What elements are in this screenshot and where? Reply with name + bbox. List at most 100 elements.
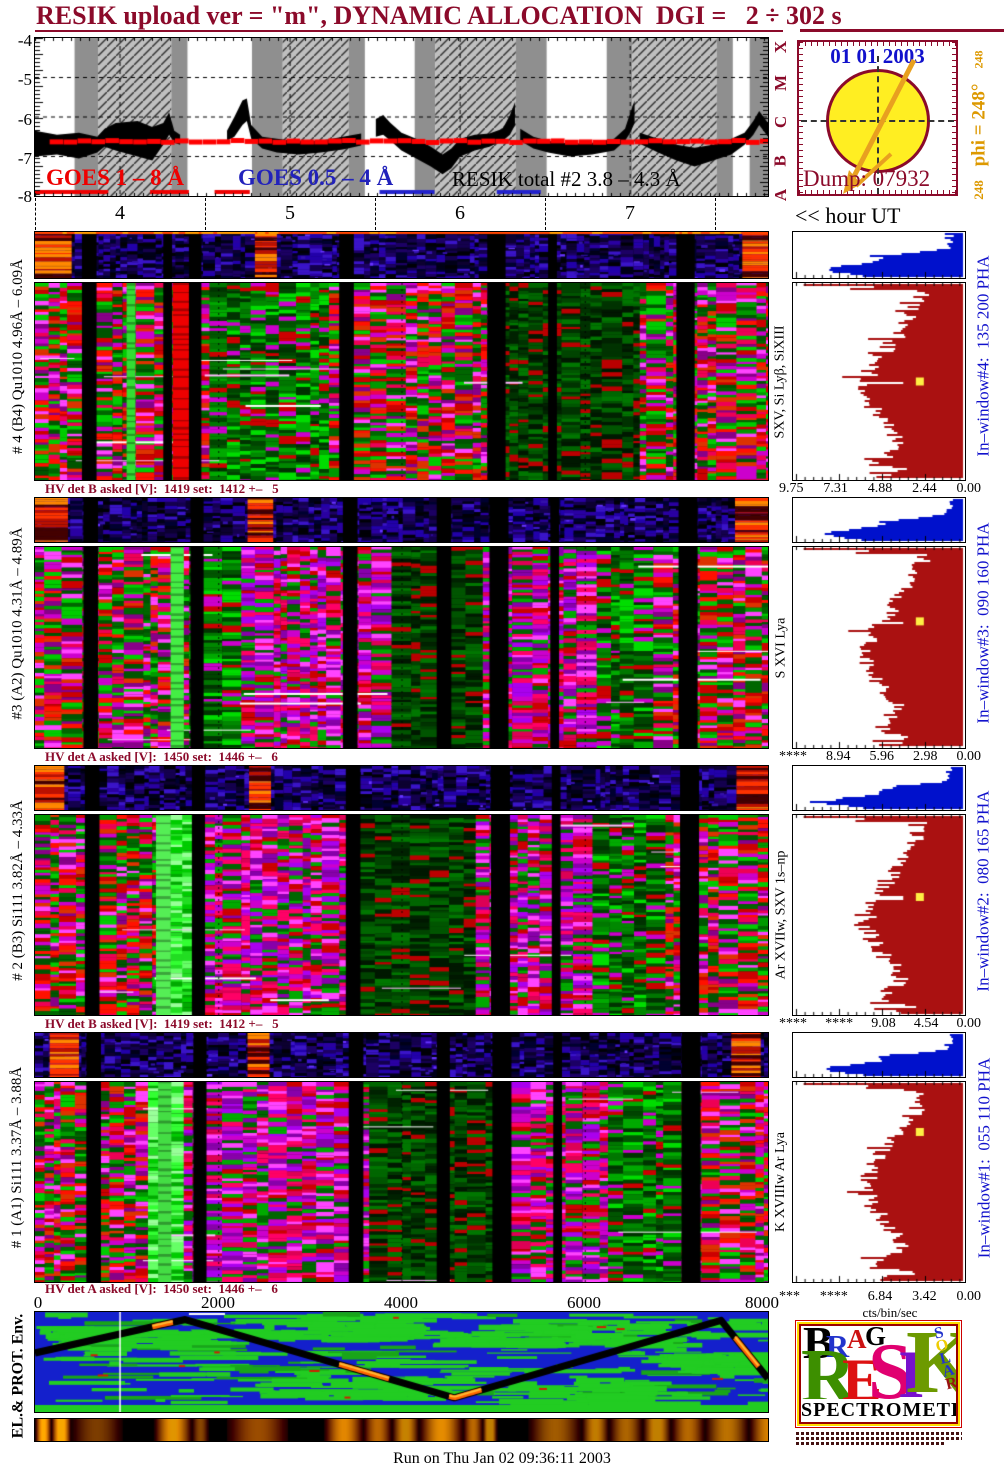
window2-pha-histogram <box>792 814 966 1016</box>
scale-value: **** <box>779 749 807 764</box>
scale-value: 2.44 <box>912 481 937 496</box>
window1-main-spectrogram <box>34 1081 769 1283</box>
xaxis-tick-0: 0 <box>33 1293 43 1312</box>
flux-class-a-label: A <box>771 188 790 202</box>
logo-resik-i: I <box>898 1336 925 1412</box>
scale-value: *** <box>779 1289 800 1304</box>
scale-value: 0.00 <box>956 1016 982 1031</box>
scale-value: **** <box>819 1289 848 1304</box>
window3-inwindow-label: In–window#3: 090 160 PHA <box>974 522 994 724</box>
hour-tick-7: 7 <box>625 202 635 224</box>
env-panel-canvas <box>34 1311 769 1413</box>
hour-grid-dash-1 <box>35 198 36 230</box>
window2-left-label: # 2 (B3) Si111 3.82Å – 4.33Å <box>9 800 26 981</box>
logo-spectrometer-word: SPECTROMETER <box>801 1399 956 1422</box>
window1-line-label: K XVIIIw Ar Lya <box>773 1132 789 1232</box>
scale-value: 0.00 <box>956 749 982 764</box>
window3-main-spectrogram <box>34 546 769 749</box>
xaxis-tick-4000: 4000 <box>384 1293 418 1312</box>
goes-flux-plot-canvas <box>34 37 769 197</box>
scale-value: 3.42 <box>912 1289 937 1304</box>
legend-goes-05-4: GOES 0.5 – 4 Å <box>238 165 394 190</box>
scale-value: 4.88 <box>867 481 893 496</box>
legend-resik-total: RESIK total #2 3.8 – 4.3 Å <box>452 167 681 191</box>
flux-class-x-label: X <box>771 40 790 54</box>
scale-value: 2.98 <box>913 749 938 764</box>
scale-value: **** <box>779 1016 807 1031</box>
window2-line-label: Ar XVIIw, SXV 1s–np <box>773 850 789 980</box>
window2-scale-row: **** **** 9.08 4.54 0.00 <box>779 1016 981 1032</box>
window4-line-label: SXV, Si Lyβ, SiXIII <box>773 324 788 439</box>
window4-strip-spectrogram <box>34 231 769 279</box>
window2-main-spectrogram <box>34 814 769 1016</box>
goes-ytick--8: -8 <box>17 187 32 206</box>
flux-class-c-label: C <box>771 115 790 129</box>
window3-left-label: #3 (A2) Qu1010 4.31Å – 4.89Å <box>9 526 26 720</box>
xaxis-tick-2000: 2000 <box>201 1293 235 1312</box>
window2-strip-spectrogram <box>34 765 769 811</box>
window2-inwindow-label: In–window#2: 080 165 PHA <box>974 789 994 992</box>
hour-tick-5: 5 <box>285 202 295 224</box>
window4-pha-histogram <box>792 282 966 481</box>
window1-strip-spectrogram <box>34 1032 769 1078</box>
phi-bottom-value: 248 <box>971 180 986 200</box>
hour-ut-caption: << hour UT <box>795 203 901 228</box>
xaxis-unit-label: cts/bin/sec <box>862 1305 918 1320</box>
window1-hv-status: HV det A asked [V]: 1450 set: 1446 +– 6 <box>45 1281 278 1296</box>
scale-value: 4.54 <box>913 1016 939 1031</box>
logo-fine-print-line <box>796 1432 962 1435</box>
logo-letter-b: B <box>803 1324 834 1368</box>
env-panel-label: EL.& PROT. Env. <box>9 1313 26 1439</box>
logo-letter-a-red: A <box>847 1324 867 1354</box>
hour-tick-4: 4 <box>115 202 125 224</box>
scale-value: 9.08 <box>871 1016 896 1031</box>
xaxis-tick-6000: 6000 <box>567 1293 601 1312</box>
logo-solar-r: R <box>943 1374 958 1394</box>
logo-fine-print-line <box>796 1442 946 1445</box>
window4-hv-status: HV det B asked [V]: 1419 set: 1412 +– 5 <box>45 481 279 496</box>
logo-fine-print-line <box>796 1437 962 1440</box>
env-gradient-strip-canvas <box>34 1418 769 1442</box>
window1-pha-histogram <box>792 1081 966 1283</box>
scale-value: 7.31 <box>823 481 848 496</box>
hour-grid-dash-5 <box>715 198 716 230</box>
flux-class-m-label: M <box>770 74 790 92</box>
scale-value: 6.84 <box>867 1289 893 1304</box>
title-underline <box>35 30 783 32</box>
sun-position-panel: 01 01 2003 Dump: 07932 <box>797 40 958 196</box>
window3-line-label: S XVI Lya <box>773 617 789 678</box>
hour-grid-dash-4 <box>545 198 546 230</box>
window2-hv-status: HV det B asked [V]: 1419 set: 1412 +– 5 <box>45 1016 279 1031</box>
logo-letter-g: G <box>865 1324 887 1351</box>
window3-strip-spectrogram <box>34 497 769 543</box>
phi-angle-label: phi = 248° <box>968 83 989 167</box>
page-title: RESIK upload ver = "m", DYNAMIC ALLOCATI… <box>36 1 842 30</box>
hour-grid-dash-3 <box>375 198 376 230</box>
dump-number: Dump: 07932 <box>803 166 931 191</box>
resik-logo: B R A G R E S I K S O L A R SPECTROMETER <box>795 1320 962 1428</box>
goes-ytick--4: -4 <box>17 31 32 50</box>
sun-panel-ticks-right <box>952 42 956 194</box>
scale-value: 0.00 <box>956 1289 982 1304</box>
logo-resik-s: S <box>868 1328 913 1416</box>
goes-ytick--6: -6 <box>17 110 32 129</box>
window4-inwindow-label: In–window#4: 135 200 PHA <box>974 255 994 457</box>
window2-blue-histogram <box>792 765 966 811</box>
logo-letter-r-blue: R <box>826 1328 850 1364</box>
logo-yellow-border: B R A G R E S I K S O L A R SPECTROMETER <box>797 1322 960 1426</box>
scale-value: 9.75 <box>779 481 804 496</box>
hour-tick-6: 6 <box>455 202 465 224</box>
goes-ytick--7: -7 <box>17 149 32 168</box>
window3-blue-histogram <box>792 497 966 543</box>
window4-left-label: # 4 (B4) Qu1010 4.96Å – 6.09Å <box>9 258 26 454</box>
flux-class-b-label: B <box>771 155 790 167</box>
window3-pha-histogram <box>792 546 966 749</box>
window3-hv-status: HV det A asked [V]: 1450 set: 1446 +– 6 <box>45 749 278 764</box>
scale-value: 8.94 <box>826 749 851 764</box>
window4-blue-histogram <box>792 231 966 279</box>
scale-value: 0.00 <box>956 481 982 496</box>
window1-blue-histogram <box>792 1032 966 1078</box>
window1-inwindow-label: In–window#1: 055 110 PHA <box>974 1057 994 1258</box>
scale-value: **** <box>825 1016 854 1031</box>
